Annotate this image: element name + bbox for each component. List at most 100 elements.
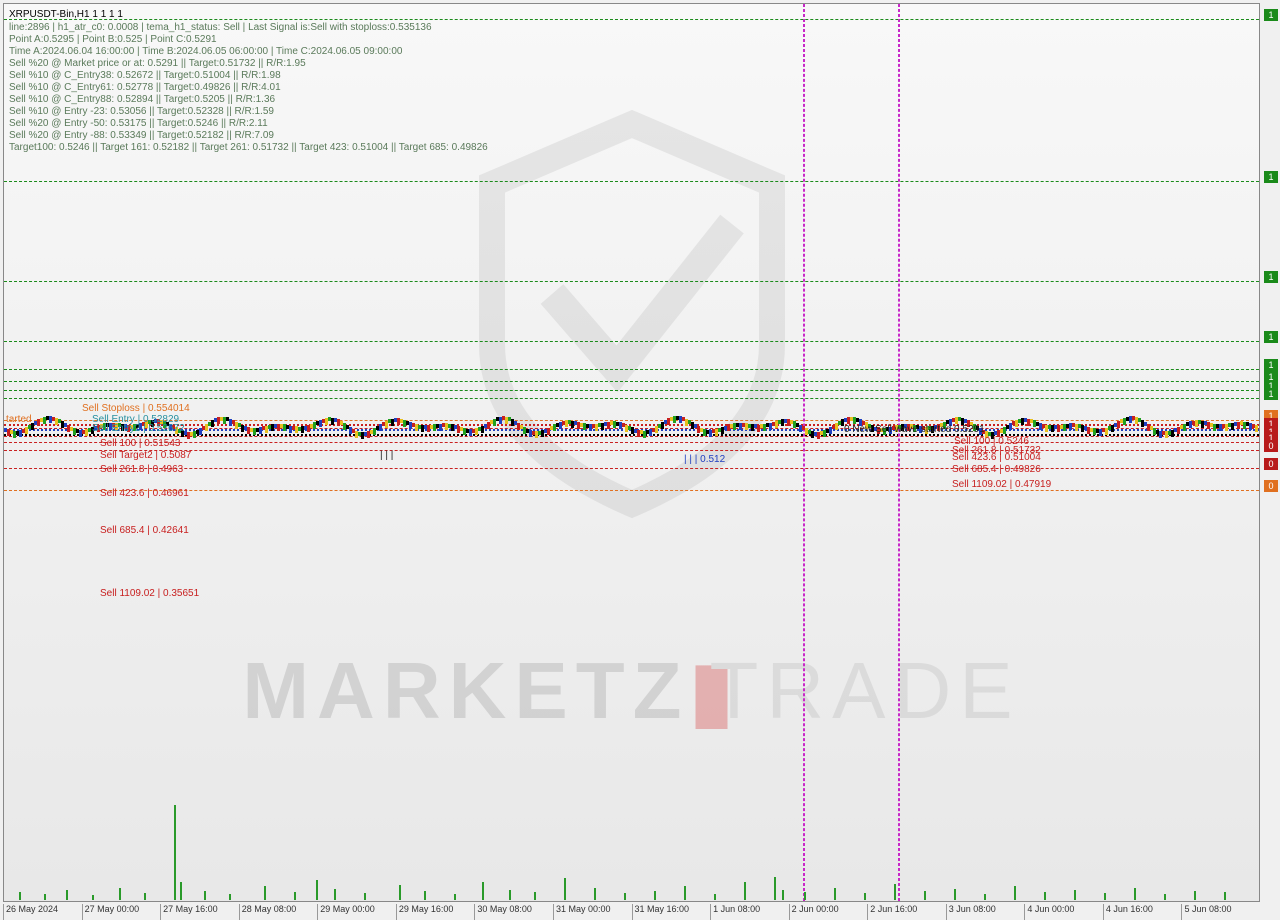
volume-bar [482,882,484,900]
x-tick-label: 4 Jun 00:00 [1024,904,1103,920]
volume-bar [624,893,626,900]
info-line: Sell %20 @ Market price or at: 0.5291 ||… [9,58,488,70]
h-level-line [4,468,1259,469]
volume-bar [424,891,426,900]
x-tick-label: 2 Jun 16:00 [867,904,946,920]
volume-bar [1074,890,1076,900]
chart-label: Sell Stoploss | 0.554014 [82,403,190,414]
volume-bar [684,886,686,900]
volume-bar [1224,892,1226,900]
v-session-line [898,4,900,901]
price-strip [4,418,1259,440]
x-tick-label: 4 Jun 16:00 [1103,904,1182,920]
watermark-text: MARKETZ▮TRADE [242,644,1020,737]
volume-bar [316,880,318,900]
chart-label: Sell Target2 | 0.5087 [100,450,191,461]
candle-tick [1255,425,1258,432]
watermark-part-b: TRADE [709,646,1020,735]
volume-bar [534,892,536,900]
x-tick-label: 31 May 16:00 [632,904,711,920]
h-level-line [4,181,1259,182]
volume-bars [4,780,1259,900]
h-level-line [4,450,1259,451]
h-level-line [4,490,1259,491]
info-line: Sell %10 @ C_Entry61: 0.52778 || Target:… [9,82,488,94]
volume-bar [782,890,784,900]
volume-bar [714,894,716,900]
volume-bar [364,893,366,900]
info-line: Sell %20 @ Entry -50: 0.53175 || Target:… [9,118,488,130]
h-level-line [4,442,1259,443]
volume-bar [66,890,68,900]
volume-bar [1194,891,1196,900]
level-badge: 1 [1264,388,1278,400]
chart-label: tarted [6,414,32,425]
chart-label: Sell 423.6 | 0.51004 [952,452,1041,463]
volume-bar [894,884,896,900]
h-level-line [4,398,1259,399]
info-panel: XRPUSDT-Bin,H1 1 1 1 1 line:2896 | h1_at… [9,9,488,154]
center-price-label: | | | 0.512 [684,454,725,465]
volume-bar [924,891,926,900]
volume-bar [399,885,401,900]
chart-label: Sell 1109.02 | 0.35651 [100,588,199,599]
tick-marks-label: | | | [380,450,393,461]
h-level-line [4,341,1259,342]
volume-bar [1104,893,1106,900]
volume-bar [294,892,296,900]
volume-bar [119,888,121,900]
chart-label: Sell 1109.02 | 0.47919 [952,479,1051,490]
level-badge: 1 [1264,171,1278,183]
chart-label: Sell 685.4 | 0.49826 [952,464,1041,475]
h-level-line [4,281,1259,282]
x-tick-label: 28 May 08:00 [239,904,318,920]
level-badge: 0 [1264,440,1278,452]
info-line: Point A:0.5295 | Point B:0.525 | Point C… [9,34,488,46]
volume-bar [204,891,206,900]
x-tick-label: 3 Jun 08:00 [946,904,1025,920]
level-badge: 1 [1264,271,1278,283]
chart-title: XRPUSDT-Bin,H1 1 1 1 1 [9,9,488,21]
chart-area[interactable]: MARKETZ▮TRADE tarted Sell Stoploss | 0.55… [3,3,1260,902]
volume-bar [984,894,986,900]
info-lines: line:2896 | h1_atr_c0: 0.0008 | tema_h1_… [9,22,488,154]
x-tick-label: 27 May 00:00 [82,904,161,920]
info-line: Sell %10 @ C_Entry88: 0.52894 || Target:… [9,94,488,106]
v-session-line [803,4,805,901]
volume-bar [1164,894,1166,900]
chart-label: Sell 423.6 | 0.46961 [100,488,189,499]
chart-label: Sell Entry2 | 0.52672 [92,423,185,434]
volume-bar [1014,886,1016,900]
volume-bar [954,889,956,900]
volume-bar [594,888,596,900]
volume-bar [454,894,456,900]
chart-label: 0 New Sell wave started 0.5291 [844,424,985,435]
x-axis: 26 May 202427 May 00:0027 May 16:0028 Ma… [3,904,1260,920]
volume-bar [834,888,836,900]
level-badge: 0 [1264,458,1278,470]
volume-bar [144,893,146,900]
level-badge: 1 [1264,331,1278,343]
info-line: Target100: 0.5246 || Target 161: 0.52182… [9,142,488,154]
info-line: Sell %10 @ C_Entry38: 0.52672 || Target:… [9,70,488,82]
info-line: line:2896 | h1_atr_c0: 0.0008 | tema_h1_… [9,22,488,34]
volume-bar [564,878,566,900]
level-badge: 1 [1264,9,1278,21]
volume-bar [509,890,511,900]
volume-bar [229,894,231,900]
x-tick-label: 1 Jun 08:00 [710,904,789,920]
chart-label: Sell 685.4 | 0.42641 [100,525,189,536]
x-tick-label: 29 May 16:00 [396,904,475,920]
watermark-logo [432,84,832,527]
volume-bar [1134,888,1136,900]
volume-bar [864,893,866,900]
volume-bar [264,886,266,900]
watermark-divider: ▮ [689,644,709,737]
volume-bar [654,891,656,900]
volume-bar [744,882,746,900]
h-level-line [4,390,1259,391]
volume-bar [334,889,336,900]
volume-bar [92,895,94,900]
volume-bar [19,892,21,900]
level-badge: 1 [1264,359,1278,371]
